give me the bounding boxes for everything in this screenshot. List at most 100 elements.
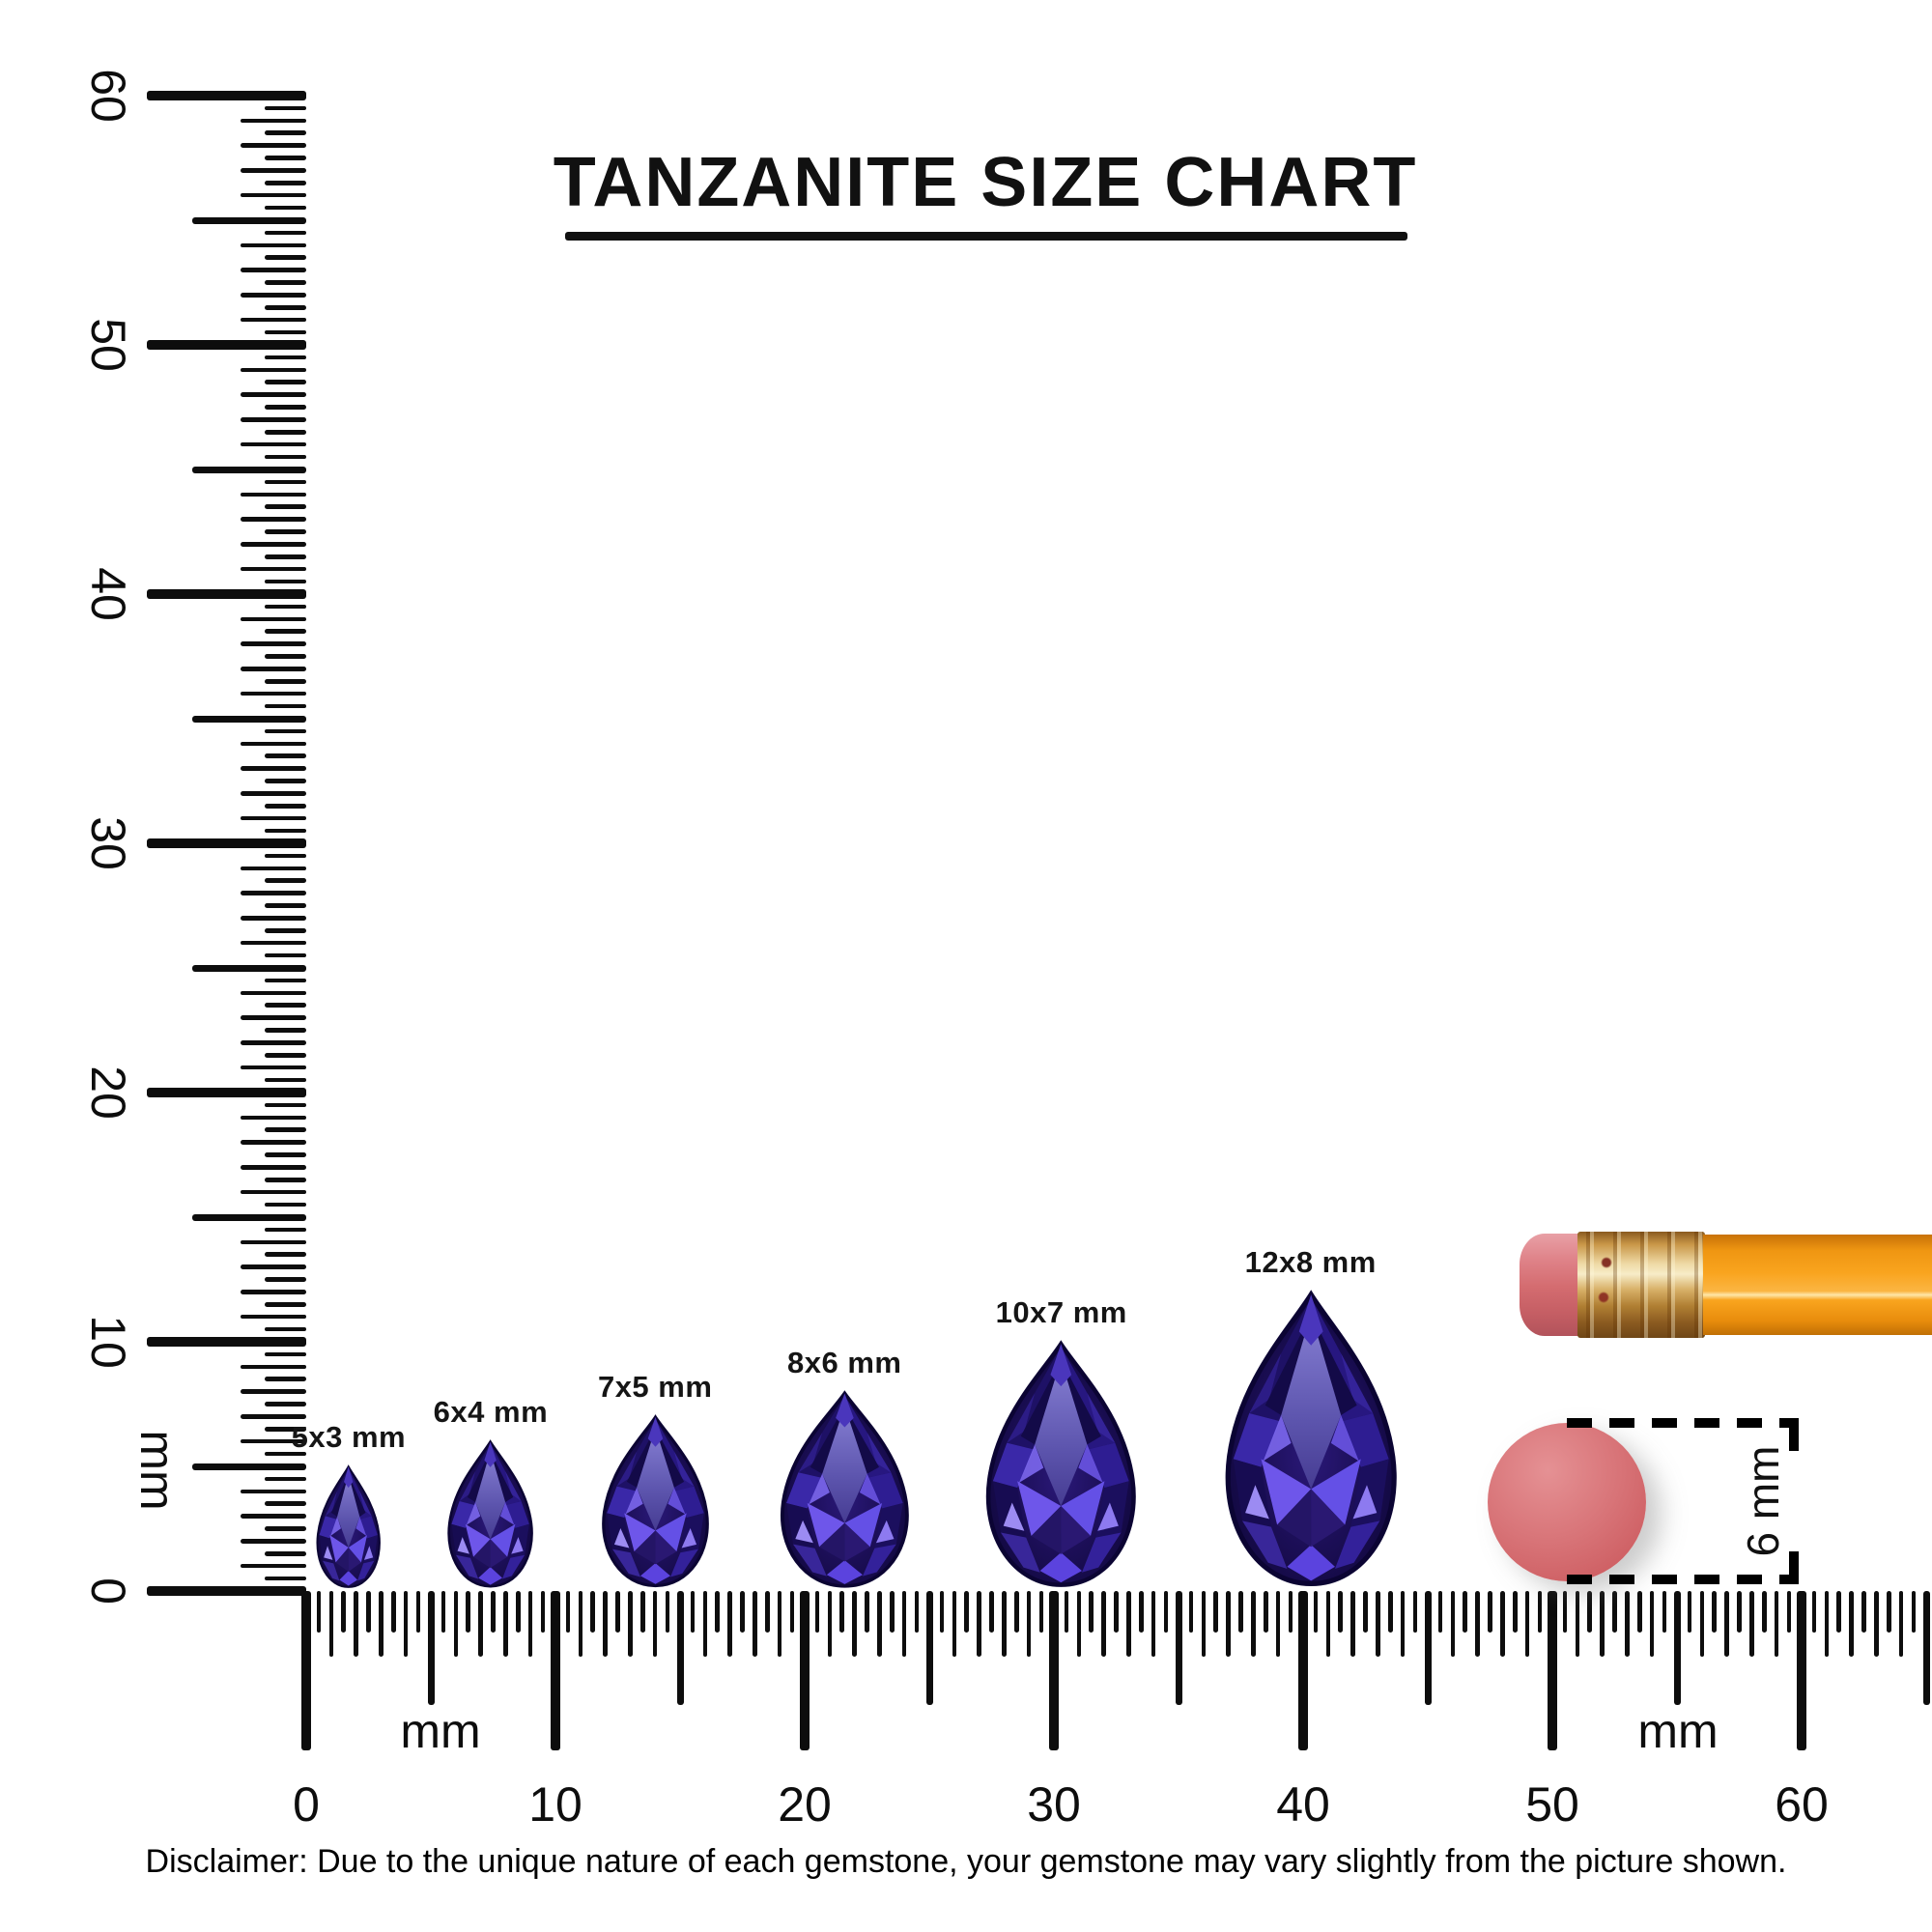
ruler-tick (740, 1591, 745, 1633)
ruler-tick (415, 1591, 421, 1633)
ruler-tick (265, 1351, 306, 1357)
ruler-tick (192, 715, 306, 723)
ruler-tick (1463, 1591, 1467, 1633)
ruler-tick (1600, 1591, 1605, 1657)
ruler-tick (241, 566, 306, 572)
ruler-tick (265, 1077, 306, 1083)
vertical-ruler-number: 30 (81, 816, 135, 870)
ruler-tick (192, 466, 306, 473)
ruler-tick (241, 317, 306, 323)
ruler-tick (603, 1591, 608, 1657)
ruler-tick (265, 654, 306, 659)
ruler-tick (265, 779, 306, 783)
ruler-tick (265, 1526, 306, 1531)
ruler-tick (265, 554, 306, 559)
gem: 5x3 mm (292, 1420, 406, 1589)
ruler-tick (1662, 1591, 1667, 1633)
ruler-tick (265, 1053, 306, 1058)
ruler-tick (265, 1227, 306, 1233)
ruler-tick (1412, 1591, 1418, 1633)
pencil-eraser-tip (1520, 1234, 1583, 1336)
ruler-tick (265, 1501, 306, 1506)
ruler-tick (241, 667, 306, 671)
ruler-tick (265, 305, 306, 310)
ruler-tick (540, 1591, 546, 1633)
ruler-tick (503, 1591, 508, 1657)
ruler-tick (1824, 1591, 1830, 1657)
ruler-tick (1500, 1591, 1505, 1657)
ruler-tick (1548, 1591, 1557, 1750)
ruler-tick (1064, 1591, 1069, 1633)
ruler-tick (241, 990, 306, 996)
ruler-tick (147, 1586, 306, 1596)
ruler-tick (827, 1591, 833, 1657)
ruler-tick (1513, 1591, 1518, 1633)
ruler-tick (265, 978, 306, 983)
ruler-tick (241, 168, 306, 173)
ruler-tick (147, 340, 306, 350)
ruler-tick (839, 1591, 844, 1633)
ruler-tick (265, 1252, 306, 1257)
ruler-tick (241, 1389, 306, 1394)
vertical-ruler-number: 10 (81, 1315, 135, 1369)
ruler-tick (1874, 1591, 1879, 1657)
ruler-tick (241, 1264, 306, 1269)
ruler-tick (241, 367, 306, 373)
ruler-tick (1151, 1591, 1156, 1657)
ruler-tick (1388, 1591, 1393, 1633)
ruler-tick (1811, 1591, 1817, 1633)
ruler-tick (1836, 1591, 1841, 1633)
vertical-ruler-number: 60 (81, 69, 135, 123)
ruler-tick (241, 1140, 306, 1145)
ruler-tick (265, 130, 306, 135)
ruler-tick (265, 1003, 306, 1008)
ruler-tick (147, 91, 306, 100)
ruler-tick (1625, 1591, 1630, 1657)
ruler-tick (241, 268, 306, 272)
ruler-tick (1797, 1591, 1806, 1750)
ruler-tick (652, 1591, 658, 1657)
ruler-tick (265, 1326, 306, 1332)
ruler-tick (491, 1591, 496, 1633)
ruler-tick (551, 1591, 560, 1750)
eraser-disc (1488, 1423, 1646, 1581)
vertical-ruler-unit-label: mm (130, 1430, 185, 1511)
ruler-tick (1201, 1591, 1207, 1657)
ruler-tick (147, 838, 306, 848)
ruler-tick (964, 1591, 969, 1633)
gem: 8x6 mm (770, 1346, 920, 1589)
ruler-tick (1363, 1591, 1368, 1633)
ruler-tick (265, 1427, 306, 1432)
ruler-tick (241, 691, 306, 696)
ruler-tick (516, 1591, 521, 1633)
ruler-tick (1175, 1591, 1182, 1705)
pencil-body (1703, 1235, 1932, 1335)
dimension-end-cap-bottom (1789, 1551, 1799, 1584)
ruler-tick (1114, 1591, 1119, 1633)
ruler-tick (265, 1028, 306, 1033)
ruler-tick (265, 181, 306, 185)
ruler-tick (753, 1591, 757, 1657)
ruler-tick (316, 1591, 322, 1633)
tanzanite-gem-illustration (447, 1440, 534, 1588)
ruler-tick (265, 1102, 306, 1108)
ruler-tick (565, 1591, 571, 1633)
ruler-tick (241, 1364, 306, 1370)
ruler-tick (1038, 1591, 1044, 1633)
ruler-tick (265, 629, 306, 634)
ruler-tick (265, 579, 306, 584)
ruler-tick (453, 1591, 459, 1657)
gem: 7x5 mm (593, 1370, 718, 1589)
ruler-tick (1524, 1591, 1530, 1657)
ruler-tick (1313, 1591, 1319, 1633)
ruler-tick (265, 804, 306, 809)
ruler-tick (265, 1302, 306, 1307)
ruler-tick (989, 1591, 994, 1633)
ruler-tick (265, 1402, 306, 1406)
ruler-tick (1126, 1591, 1131, 1657)
horizontal-ruler-unit-label-left: mm (400, 1704, 481, 1758)
ruler-tick (478, 1591, 483, 1657)
ruler-tick (1288, 1591, 1293, 1633)
ruler-tick (241, 815, 306, 821)
ruler-tick (265, 604, 306, 610)
